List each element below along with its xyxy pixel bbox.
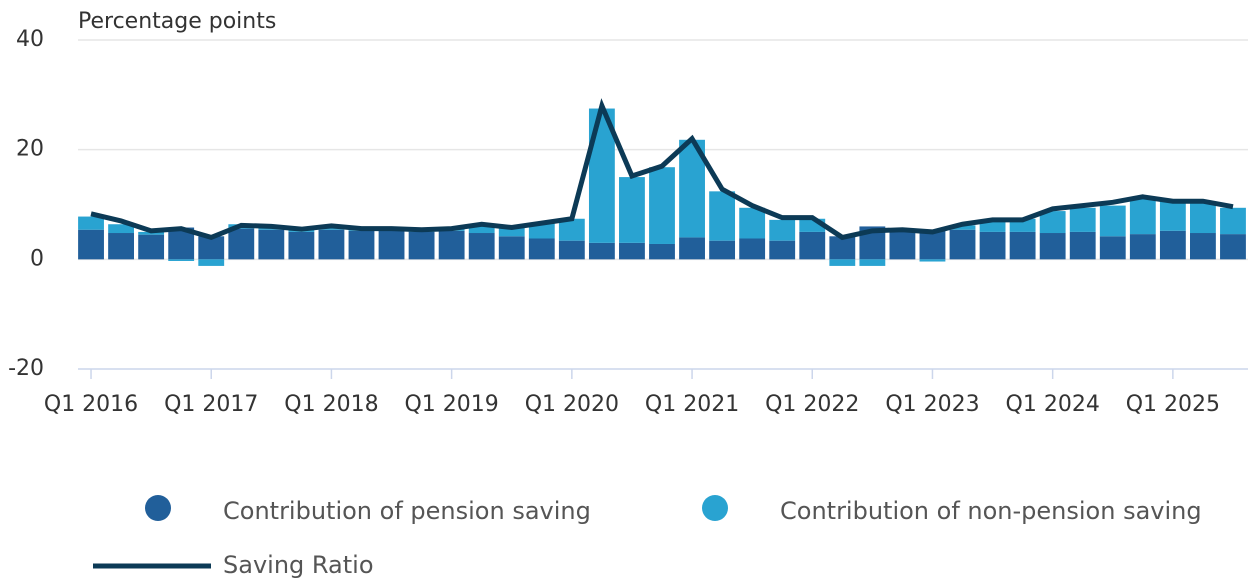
bar [1159,200,1186,231]
bar [408,231,435,260]
bar [1129,199,1156,235]
bar [348,230,375,260]
bar [1069,231,1096,260]
legend-dot [702,495,728,521]
bar [649,167,675,244]
bar [649,243,675,260]
bar [1220,234,1246,260]
bar [1039,211,1066,234]
bar [769,219,796,241]
legend-label: Contribution of non-pension saving [780,497,1202,525]
bar [1190,202,1216,234]
bar [1099,205,1126,237]
bar [168,259,195,261]
x-tick-label: Q1 2022 [765,392,859,417]
bar [619,177,645,243]
bar [979,220,1006,232]
bar [949,229,976,260]
bar [739,238,766,260]
y-axis-label: Percentage points [78,9,276,34]
bar [679,237,705,260]
bar [558,218,585,241]
bar [438,230,465,260]
bar [949,225,976,230]
bar [1129,234,1156,260]
x-tick-label: Q1 2017 [164,392,258,417]
x-tick-label: Q1 2024 [1006,392,1100,417]
bar [919,230,946,260]
y-tick-label: 40 [16,27,44,52]
bar [198,259,225,266]
bar [619,242,645,260]
bar [258,229,285,260]
bar [859,259,886,266]
bar [829,236,856,260]
bar [528,238,555,260]
bar [288,231,315,260]
bar [1159,230,1186,260]
bar [979,231,1006,260]
bar [889,229,916,260]
bar [498,236,525,260]
x-tick-label: Q1 2020 [525,392,619,417]
bar [198,236,225,260]
x-tick-label: Q1 2018 [284,392,378,417]
bar [378,228,405,260]
bar [739,207,766,239]
bar [799,231,826,260]
bar [78,229,104,260]
x-tick-label: Q1 2019 [404,392,498,417]
legend: Contribution of pension saving Contributi… [93,495,1202,579]
bar [1039,233,1066,260]
bar [108,224,134,234]
bar [78,216,104,230]
bar [1220,207,1246,235]
bar [1190,233,1216,260]
bar [1099,236,1126,260]
y-tick-label: -20 [8,356,44,381]
y-tick-label: 0 [30,246,44,271]
bar [498,227,525,237]
bar [709,240,736,260]
line [90,98,1234,241]
bar [138,234,165,260]
bar [528,223,555,239]
bar [468,224,495,234]
bar [558,240,585,260]
bar [829,259,856,266]
y-tick-label: 20 [16,137,44,162]
legend-dot [145,495,171,521]
bar [228,228,255,260]
legend-label: Contribution of pension saving [223,497,591,525]
x-tick-label: Q1 2025 [1126,392,1220,417]
bar [318,229,345,260]
bar [769,240,796,260]
bar [588,242,615,260]
x-tick-label: Q1 2023 [885,392,979,417]
bar [468,233,495,260]
bar [709,191,736,241]
bar [108,233,134,260]
x-tick-label: Q1 2016 [44,392,138,417]
x-tick-label: Q1 2021 [645,392,739,417]
legend-label: Saving Ratio [223,551,374,579]
bar [1069,207,1096,232]
bar [1009,231,1036,260]
bar [919,259,946,262]
